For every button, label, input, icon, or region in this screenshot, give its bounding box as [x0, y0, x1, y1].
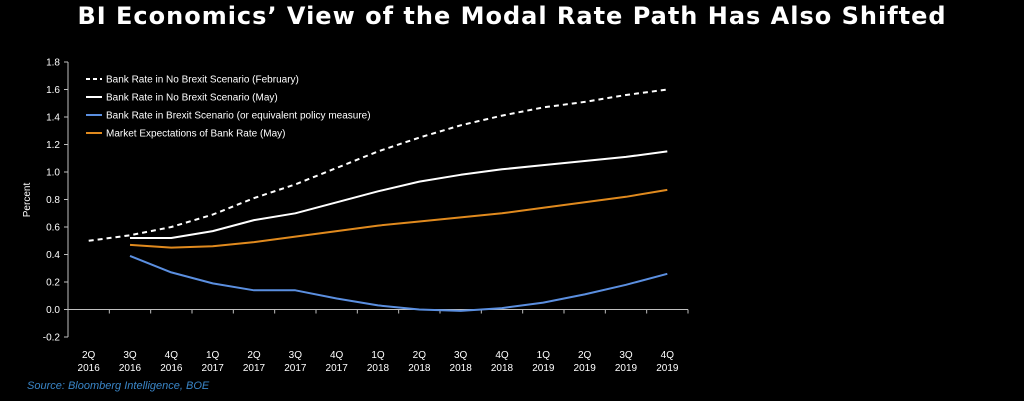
x-tick-label: 4Q 2018 [491, 350, 514, 374]
x-tick-label: 2Q 2019 [574, 350, 597, 374]
legend-label: Bank Rate in No Brexit Scenario (May) [106, 93, 278, 104]
x-tick-label: 1Q 2017 [202, 350, 225, 374]
x-tick-label: 2Q 2017 [243, 350, 266, 374]
x-tick-label: 3Q 2017 [284, 350, 307, 374]
legend-label: Bank Rate in Brexit Scenario (or equival… [106, 111, 371, 122]
y-tick-label: 1.6 [46, 85, 60, 96]
y-tick-label: 0.2 [46, 278, 60, 289]
y-axis: -0.2 0.0 0.2 0.4 0.6 0.8 1.0 1.2 1.4 1.6 1.8 [43, 58, 69, 344]
series-line-3 [129, 254, 668, 312]
x-tick-label: 1Q 2018 [367, 350, 390, 374]
y-tick-label: 0.8 [46, 195, 60, 206]
legend-label: Bank Rate in No Brexit Scenario (Februar… [106, 75, 299, 86]
series-lines [88, 88, 668, 312]
x-tick-label: 1Q 2019 [532, 350, 555, 374]
source-note: Source: Bloomberg Intelligence, BOE [27, 380, 210, 392]
series-line-2 [130, 150, 668, 239]
y-tick-label: 0.6 [46, 223, 60, 234]
y-tick-label: 1.2 [46, 140, 60, 151]
y-tick-label: 0.4 [46, 250, 60, 261]
x-tick-label: 4Q 2016 [160, 350, 183, 374]
series-line-4 [129, 188, 668, 249]
legend: Bank Rate in No Brexit Scenario (Februar… [86, 75, 371, 140]
x-tick-label: 2Q 2018 [408, 350, 431, 374]
x-axis: 2Q 2016 3Q 2016 4Q 2016 1Q 2017 2Q 2017 3Q 2017 4Q 20… [67, 309, 689, 374]
y-axis-label: Percent [22, 183, 33, 218]
y-tick-label: 1.0 [46, 168, 60, 179]
y-tick-label: 0.0 [46, 305, 60, 316]
y-tick-label: -0.2 [43, 333, 61, 344]
x-tick-label: 3Q 2019 [615, 350, 638, 374]
x-tick-label: 4Q 2017 [326, 350, 349, 374]
x-tick-label: 2Q 2016 [78, 350, 101, 374]
legend-label: Market Expectations of Bank Rate (May) [106, 129, 286, 140]
x-tick-label: 3Q 2016 [119, 350, 142, 374]
y-tick-label: 1.4 [46, 113, 60, 124]
chart-title: BI Economics’ View of the Modal Rate Pat… [77, 2, 947, 30]
x-tick-label: 4Q 2019 [656, 350, 679, 374]
x-tick-label: 3Q 2018 [450, 350, 473, 374]
y-tick-label: 1.8 [46, 58, 60, 69]
